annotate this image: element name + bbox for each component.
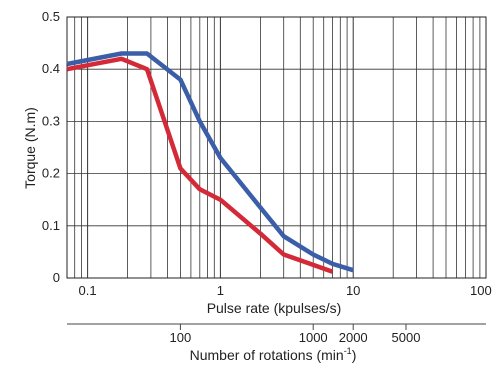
secondary-axis-ticks: 100 1000 2000 5000 <box>170 324 421 345</box>
y-tick-label: 0.4 <box>42 61 60 76</box>
x-tick-labels: 0.1 1 10 100 <box>79 283 492 298</box>
secondary-axis-label: Number of rotations (min-1) <box>190 346 357 363</box>
x-axis-label: Pulse rate (kpulses/s) <box>207 300 342 316</box>
x-tick-label: 100 <box>470 283 492 298</box>
x-tick-label: 0.1 <box>79 283 97 298</box>
secondary-axis-label-tail: ) <box>352 347 357 363</box>
series-lines <box>66 51 354 274</box>
y-tick-label: 0.5 <box>42 9 60 24</box>
x-tick-label: 10 <box>346 283 360 298</box>
secondary-axis-label-sup: -1 <box>344 346 352 356</box>
series-line-blue <box>66 51 354 273</box>
y-tick-label: 0.3 <box>42 113 60 128</box>
secondary-tick-label: 2000 <box>339 330 368 345</box>
secondary-tick-label: 5000 <box>392 330 421 345</box>
y-tick-label: 0.2 <box>42 166 60 181</box>
plot-border <box>66 16 487 279</box>
y-axis-label: Torque (N.m) <box>22 107 38 189</box>
secondary-tick-label: 100 <box>170 330 192 345</box>
x-tick-label: 1 <box>217 283 224 298</box>
series-line-red <box>66 56 334 274</box>
secondary-axis-label-main: Number of rotations (min <box>190 347 344 363</box>
secondary-tick-label: 1000 <box>299 330 328 345</box>
y-tick-label: 0.1 <box>42 218 60 233</box>
plot-frame <box>66 16 487 279</box>
y-tick-labels: 0 0.1 0.2 0.3 0.4 0.5 <box>42 9 60 285</box>
grid <box>67 16 486 279</box>
y-tick-label: 0 <box>53 270 60 285</box>
